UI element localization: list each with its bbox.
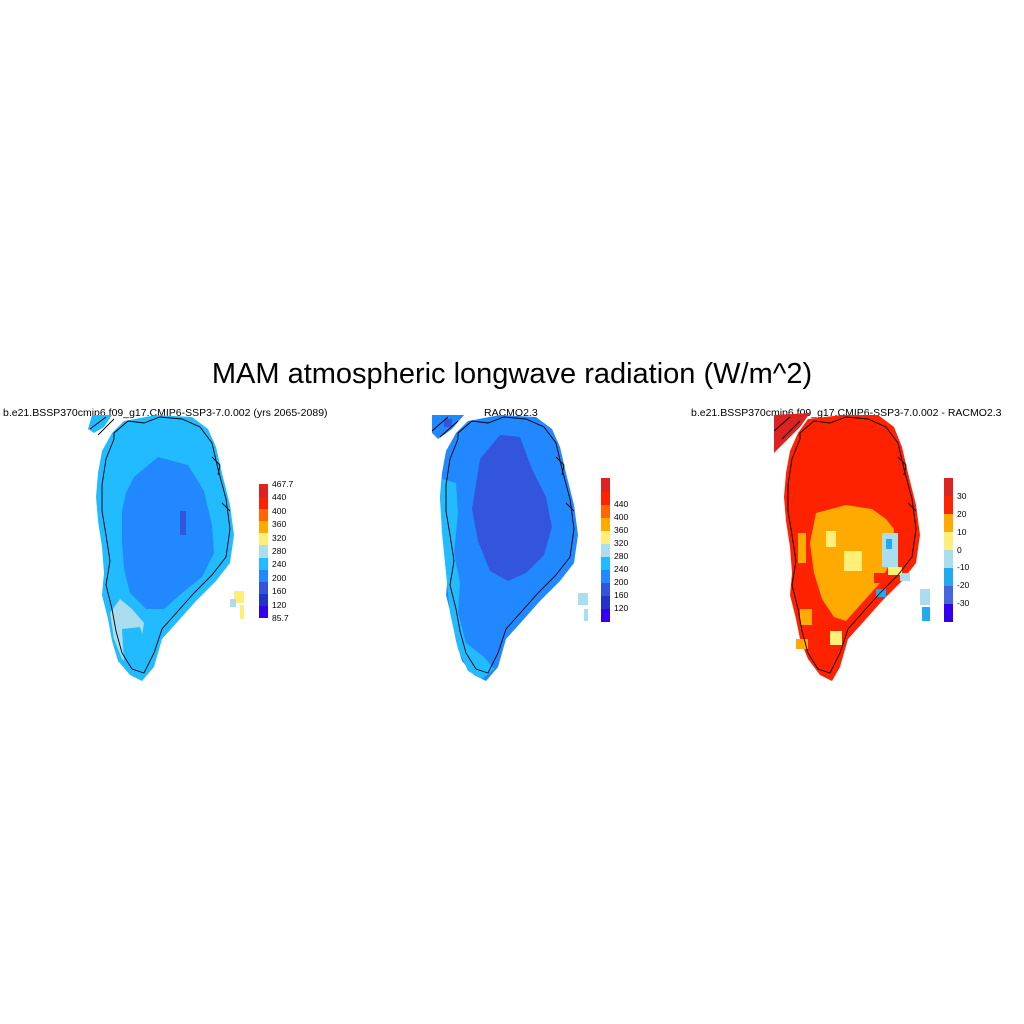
colorbar-tick-label: 20 [957,508,967,519]
colorbar-tick-label: 160 [272,586,287,597]
colorbar-tick-label: 10 [957,526,967,537]
colorbar-swatch [601,608,610,622]
colorbar-swatch [601,582,610,596]
colorbar-swatch [601,504,610,518]
colorbar-swatch [944,531,953,550]
panel-1-map [88,415,244,681]
colorbar-swatch [259,605,268,619]
colorbar-tick-label: -30 [957,598,970,609]
panel-2-colorbar: 120 160 200 240 280 320 360 400 440 [601,478,641,622]
colorbar-swatch [259,544,268,558]
colorbar-swatch [601,595,610,609]
colorbar-tick-label: 200 [272,572,287,583]
colorbar-tick-label: 200 [614,577,629,587]
colorbar-swatch [601,491,610,505]
colorbar-swatch [944,585,953,604]
colorbar-tick-label: 280 [272,546,287,556]
colorbar-swatch [601,543,610,557]
panel-3-colorbar: -30 -20 -10 0 10 20 30 [944,478,984,622]
panel-1-coastline [89,416,231,674]
colorbar-swatch [259,484,268,497]
panel-2-map [431,415,588,681]
colorbar-swatch [259,496,268,509]
colorbar-swatch [259,520,268,534]
figure-title: MAM atmospheric longwave radiation (W/m^… [211,358,813,390]
colorbar-swatch [259,532,268,546]
colorbar-tick-label: 280 [614,551,629,561]
colorbar-tick-label: 240 [614,564,629,574]
colorbar-tick-label: 320 [614,538,629,548]
colorbar-tick-label: 85.7 [272,613,289,623]
colorbar-swatch [601,517,610,531]
colorbar-swatch [601,530,610,544]
colorbar-swatch [259,557,268,570]
colorbar-tick-label: 30 [957,490,967,501]
colorbar-swatch [601,556,610,570]
panel-3-coastline [773,416,917,674]
panel-1-field [88,415,244,681]
colorbar-tick-label: 120 [614,603,629,613]
colorbar-swatch [944,495,953,515]
colorbar-tick-label: 400 [272,505,287,516]
colorbar-swatch [944,567,953,586]
colorbar-tick-label: 467.7 [272,479,294,489]
colorbar-swatch [944,513,953,533]
colorbar-swatch [601,569,610,583]
colorbar-tick-label: 360 [614,525,629,535]
colorbar-tick-label: 320 [272,532,287,543]
colorbar-swatch [259,581,268,595]
colorbar-tick-label: 240 [272,559,287,570]
panel-1-colorbar: 85.7 120 160 200 240 280 320 360 400 440 467.7 [259,479,299,623]
panel-3-title: b.e21.BSSP370cmip6.f09_g17.CMIP6-SSP3-7.… [691,407,1002,419]
panel-2-field [432,415,588,681]
colorbar-swatch [259,569,268,582]
colorbar-tick-label: 360 [272,519,287,530]
colorbar-swatch [259,593,268,607]
colorbar-tick-label: 400 [614,512,629,522]
colorbar-tick-label: 440 [614,499,629,509]
colorbar-swatch [944,549,953,568]
colorbar-tick-label: 120 [272,599,287,610]
colorbar-swatch [601,478,610,492]
colorbar-tick-label: -20 [957,580,970,591]
colorbar-tick-label: -10 [957,562,970,573]
panel-3-field [774,413,930,681]
colorbar-tick-label: 440 [272,492,287,503]
panel-1-title: b.e21.BSSP370cmip6.f09_g17.CMIP6-SSP3-7.… [3,407,328,419]
colorbar-swatch [259,508,268,522]
colorbar-swatch [944,478,953,497]
colorbar-swatch [944,603,953,622]
panel-3-map [773,413,930,681]
panel-2-coastline [431,416,575,674]
colorbar-tick-label: 0 [957,544,962,555]
colorbar-tick-label: 160 [614,590,629,600]
